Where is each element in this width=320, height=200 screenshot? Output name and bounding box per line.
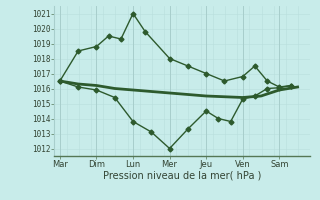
X-axis label: Pression niveau de la mer( hPa ): Pression niveau de la mer( hPa ) — [103, 171, 261, 181]
